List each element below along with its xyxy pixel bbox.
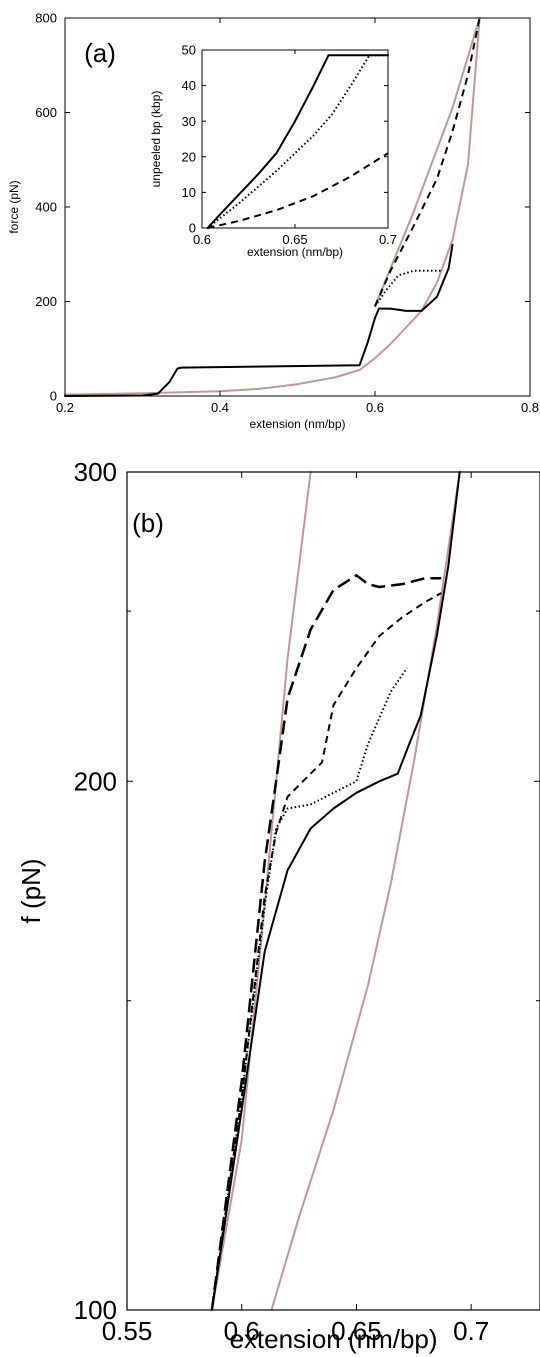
- y-tick-label: 100: [74, 1295, 117, 1325]
- y-axis-label: force (pN): [7, 180, 21, 233]
- series-line-4-black-dotted: [210, 667, 408, 1311]
- y-tick-label: 200: [74, 766, 117, 796]
- y-axis-label: f (pN): [16, 859, 46, 924]
- series-line-5-black-dashed: [374, 17, 481, 307]
- x-tick-label: 0.6: [224, 1316, 260, 1346]
- y-tick-label: 300: [74, 457, 117, 487]
- series-line-6-black-longdash: [210, 574, 442, 1311]
- chart-inset: 0.6 0.65 0.7 0 10 20 30 40 50 extension (nm/bp) un…: [149, 43, 397, 259]
- x-tick-label: 0.55: [102, 1316, 153, 1346]
- series-group: [64, 17, 481, 397]
- series-group: [206, 54, 389, 229]
- y-tick-label: 0: [50, 389, 57, 404]
- y-axis-label: unpeeled bp (kbp): [149, 91, 163, 188]
- inset-background: [202, 50, 388, 228]
- x-tick-label: 0.65: [282, 232, 307, 247]
- x-tick-label: 0.2: [56, 400, 74, 415]
- x-axis-label: extension (nm/bp): [249, 417, 345, 431]
- plot-frame: [126, 471, 540, 1311]
- y-tick-label: 0: [189, 221, 196, 236]
- x-tick-label: 0.65: [331, 1316, 382, 1346]
- y-tick-label: 40: [182, 78, 196, 93]
- x-tick-label: 0.7: [379, 232, 397, 247]
- series-line-2-pink-solid: [374, 17, 481, 308]
- chart-b: 0.55 0.6 0.65 0.7 100 200 300 extension (nm/bp)…: [16, 457, 540, 1354]
- y-tick-label: 30: [182, 114, 196, 129]
- series-line-3-black-solid: [64, 243, 454, 397]
- series-line-3-black-solid: [210, 471, 461, 1311]
- y-tick-label: 800: [35, 11, 57, 26]
- x-axis-label: extension (nm/bp): [229, 1324, 437, 1354]
- series-line-1-black-solid: [206, 54, 389, 229]
- y-tick-label: 10: [182, 185, 196, 200]
- y-tick-label: 50: [182, 43, 196, 58]
- panel-label: (b): [132, 508, 164, 538]
- x-tick-label: 0.6: [193, 232, 211, 247]
- series-line-3-black-dashed: [207, 152, 389, 229]
- series-line-4-black-dotted: [374, 269, 444, 307]
- x-axis-label: extension (nm/bp): [247, 245, 343, 259]
- x-tick-label: 0.7: [453, 1316, 489, 1346]
- y-tick-label: 600: [35, 105, 57, 120]
- series-line-5-black-dashed: [210, 592, 442, 1311]
- series-line-1-pink-solid: [64, 17, 481, 396]
- x-tick-label: 0.6: [366, 400, 384, 415]
- x-tick-label: 0.8: [521, 400, 539, 415]
- panel-label: (a): [84, 38, 116, 68]
- x-tick-label: 0.4: [211, 400, 229, 415]
- y-tick-label: 200: [35, 294, 57, 309]
- y-tick-label: 400: [35, 200, 57, 215]
- series-line-2-black-dotted: [206, 54, 388, 229]
- series-group: [210, 471, 461, 1311]
- y-tick-label: 20: [182, 149, 196, 164]
- series-line-2-pink-solid: [270, 471, 461, 1311]
